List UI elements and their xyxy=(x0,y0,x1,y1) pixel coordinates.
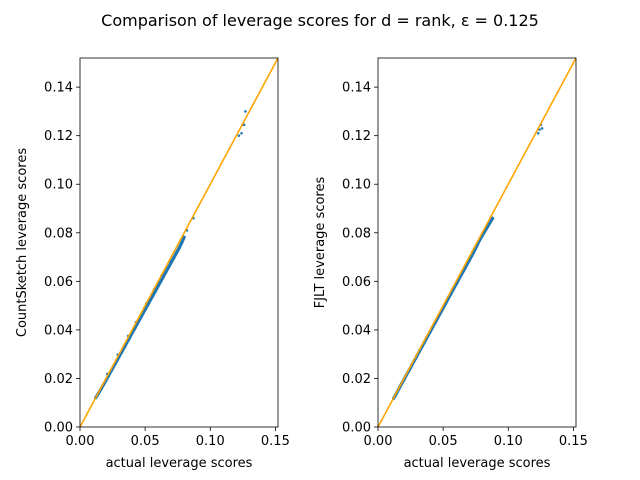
y-tick-label: 0.00 xyxy=(44,421,73,436)
data-point xyxy=(242,123,246,127)
x-tick-label: 0.05 xyxy=(429,434,458,449)
x-tick-label: 0.00 xyxy=(364,434,393,449)
x-tick-label: 0.10 xyxy=(494,434,523,449)
data-point xyxy=(536,131,540,135)
y-tick-label: 0.14 xyxy=(44,81,73,96)
x-tick-label: 0.10 xyxy=(196,434,225,449)
point-band-segment xyxy=(478,216,495,242)
y-tick-label: 0.10 xyxy=(44,178,73,193)
countsketch-panel: 0.00 0.05 0.10 0.15 0.00 0.02 0.04 0.06 0.08 0.10… xyxy=(15,57,290,471)
axes-frame xyxy=(377,57,577,428)
y-tick-label: 0.14 xyxy=(342,81,371,96)
plot-area xyxy=(378,58,576,427)
y-tick-label: 0.10 xyxy=(342,178,371,193)
y-tick-label: 0.08 xyxy=(44,226,73,241)
reference-line xyxy=(80,58,278,427)
y-tick-label: 0.02 xyxy=(342,372,371,387)
x-axis-label: actual leverage scores xyxy=(106,456,253,471)
y-tick-label: 0.12 xyxy=(44,129,73,144)
y-tick-label: 0.08 xyxy=(342,226,371,241)
x-tick-label: 0.15 xyxy=(559,434,588,449)
figure-title: Comparison of leverage scores for d = ra… xyxy=(101,11,539,30)
y-axis-label: FJLT leverage scores xyxy=(313,177,328,309)
data-point xyxy=(240,131,243,135)
data-point xyxy=(540,127,544,130)
y-tick-label: 0.12 xyxy=(342,129,371,144)
data-point xyxy=(538,128,541,131)
plot-area xyxy=(80,58,278,427)
y-tick-label: 0.04 xyxy=(342,323,371,338)
data-point xyxy=(244,110,247,113)
y-tick-label: 0.00 xyxy=(342,421,371,436)
y-tick-label: 0.06 xyxy=(342,275,371,290)
data-point xyxy=(237,134,241,137)
x-tick-label: 0.00 xyxy=(66,434,95,449)
point-band-segment xyxy=(180,235,186,245)
y-tick-label: 0.04 xyxy=(44,323,73,338)
y-tick-label: 0.06 xyxy=(44,275,73,290)
x-tick-label: 0.05 xyxy=(131,434,160,449)
reference-line xyxy=(378,58,576,427)
axes-frame xyxy=(79,57,279,428)
x-tick-label: 0.15 xyxy=(261,434,290,449)
y-axis-label: CountSketch leverage scores xyxy=(15,148,30,337)
fjlt-panel: 0.00 0.05 0.10 0.15 0.00 0.02 0.04 0.06 0.08 0.10… xyxy=(313,57,588,471)
x-axis-label: actual leverage scores xyxy=(404,456,551,471)
y-tick-label: 0.02 xyxy=(44,372,73,387)
